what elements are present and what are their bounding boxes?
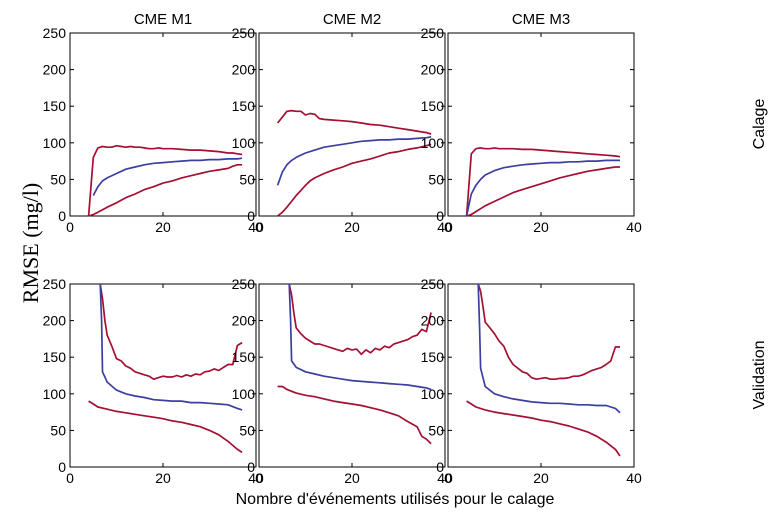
x-tick-label: 20 bbox=[533, 470, 549, 486]
series-line-upper bbox=[477, 283, 620, 381]
panel-title: CME M1 bbox=[134, 11, 192, 28]
x-tick-label: 40 bbox=[248, 470, 264, 486]
y-tick-label: 100 bbox=[232, 135, 256, 151]
x-tick-label: 20 bbox=[533, 219, 549, 235]
y-tick-label: 0 bbox=[436, 459, 444, 475]
plot-frame bbox=[258, 32, 446, 217]
y-tick-label: 250 bbox=[43, 25, 67, 41]
series-line-median bbox=[276, 136, 432, 186]
series-line-median bbox=[288, 283, 432, 391]
y-tick-label: 150 bbox=[232, 349, 256, 365]
x-tick-label: 20 bbox=[344, 219, 360, 235]
x-tick-label: 0 bbox=[66, 470, 74, 486]
series-line-median bbox=[477, 283, 621, 414]
y-tick-label: 50 bbox=[50, 171, 66, 187]
panel-calage-2: CME M2 0 50 100 150 200 250 0 20 40 bbox=[232, 11, 453, 235]
y-tick-label: 0 bbox=[247, 208, 255, 224]
y-tick-label: 200 bbox=[232, 62, 256, 78]
x-tick-label: 20 bbox=[155, 219, 171, 235]
y-tick-label: 100 bbox=[421, 386, 445, 402]
panel-validation-3: 0 50 100 150 200 250 0 20 40 bbox=[421, 276, 642, 486]
x-tick-label: 40 bbox=[626, 219, 642, 235]
series-line-median bbox=[465, 159, 620, 217]
x-tick-label: 20 bbox=[344, 470, 360, 486]
y-tick-label: 50 bbox=[239, 171, 255, 187]
panel-calage-3: CME M3 0 50 100 150 200 250 0 20 40 bbox=[421, 11, 642, 235]
y-tick-label: 0 bbox=[58, 459, 66, 475]
y-tick-label: 50 bbox=[50, 422, 66, 438]
y-tick-label: 50 bbox=[239, 422, 255, 438]
series-line-upper bbox=[288, 283, 432, 356]
x-tick-label: 0 bbox=[66, 219, 74, 235]
x-tick-label: 0 bbox=[255, 219, 263, 235]
y-tick-label: 100 bbox=[43, 386, 67, 402]
row-label-calage: Calage bbox=[751, 99, 768, 150]
y-tick-label: 250 bbox=[232, 276, 256, 292]
series-line-median bbox=[99, 283, 243, 411]
x-tick-label: 0 bbox=[444, 470, 452, 486]
y-tick-label: 100 bbox=[421, 135, 445, 151]
series-line-upper bbox=[99, 283, 243, 381]
y-tick-label: 250 bbox=[421, 25, 445, 41]
y-tick-label: 250 bbox=[421, 276, 445, 292]
panel-calage-1: CME M1 0 50 100 150 200 250 0 20 40 bbox=[43, 11, 264, 235]
plot-frame bbox=[447, 283, 635, 468]
x-axis-label: Nombre d'événements utilisés pour le cal… bbox=[236, 491, 555, 508]
panel-title: CME M3 bbox=[512, 11, 570, 28]
y-tick-label: 100 bbox=[43, 135, 67, 151]
series-line-upper bbox=[276, 109, 432, 135]
y-tick-label: 200 bbox=[421, 62, 445, 78]
y-tick-label: 200 bbox=[43, 313, 67, 329]
plot-frame bbox=[69, 32, 257, 217]
series-line-lower bbox=[277, 385, 432, 445]
y-tick-label: 0 bbox=[247, 459, 255, 475]
x-tick-label: 40 bbox=[248, 219, 264, 235]
row-label-validation: Validation bbox=[751, 340, 768, 409]
y-tick-label: 50 bbox=[428, 422, 444, 438]
y-tick-label: 150 bbox=[43, 349, 67, 365]
panel-validation-1: 0 50 100 150 200 250 0 20 40 bbox=[43, 276, 264, 486]
y-tick-label: 0 bbox=[436, 208, 444, 224]
series-line-lower bbox=[466, 400, 621, 457]
series-line-lower bbox=[88, 400, 243, 454]
y-tick-label: 150 bbox=[421, 98, 445, 114]
panel-validation-2: 0 50 100 150 200 250 0 20 40 bbox=[232, 276, 453, 486]
series-line-lower bbox=[466, 166, 620, 217]
y-tick-label: 150 bbox=[43, 98, 67, 114]
plot-frame bbox=[447, 32, 635, 217]
y-tick-label: 200 bbox=[43, 62, 67, 78]
y-tick-label: 200 bbox=[421, 313, 445, 329]
x-tick-label: 40 bbox=[437, 470, 453, 486]
y-tick-label: 0 bbox=[58, 208, 66, 224]
series-line-median bbox=[92, 157, 243, 196]
series-line-upper bbox=[87, 144, 243, 217]
plot-frame bbox=[258, 283, 446, 468]
series-line-upper bbox=[465, 147, 621, 217]
y-axis-label: RMSE (mg/l) bbox=[18, 183, 43, 303]
x-tick-label: 0 bbox=[255, 470, 263, 486]
y-tick-label: 250 bbox=[232, 25, 256, 41]
y-tick-label: 200 bbox=[232, 313, 256, 329]
panel-title: CME M2 bbox=[323, 11, 381, 28]
y-tick-label: 150 bbox=[232, 98, 256, 114]
series-line-lower bbox=[277, 143, 432, 217]
y-tick-label: 100 bbox=[232, 386, 256, 402]
x-tick-label: 40 bbox=[626, 470, 642, 486]
series-line-lower bbox=[88, 163, 243, 217]
x-tick-label: 40 bbox=[437, 219, 453, 235]
x-tick-label: 20 bbox=[155, 470, 171, 486]
x-tick-label: 0 bbox=[444, 219, 452, 235]
y-tick-label: 250 bbox=[43, 276, 67, 292]
y-tick-label: 150 bbox=[421, 349, 445, 365]
y-tick-label: 50 bbox=[428, 171, 444, 187]
